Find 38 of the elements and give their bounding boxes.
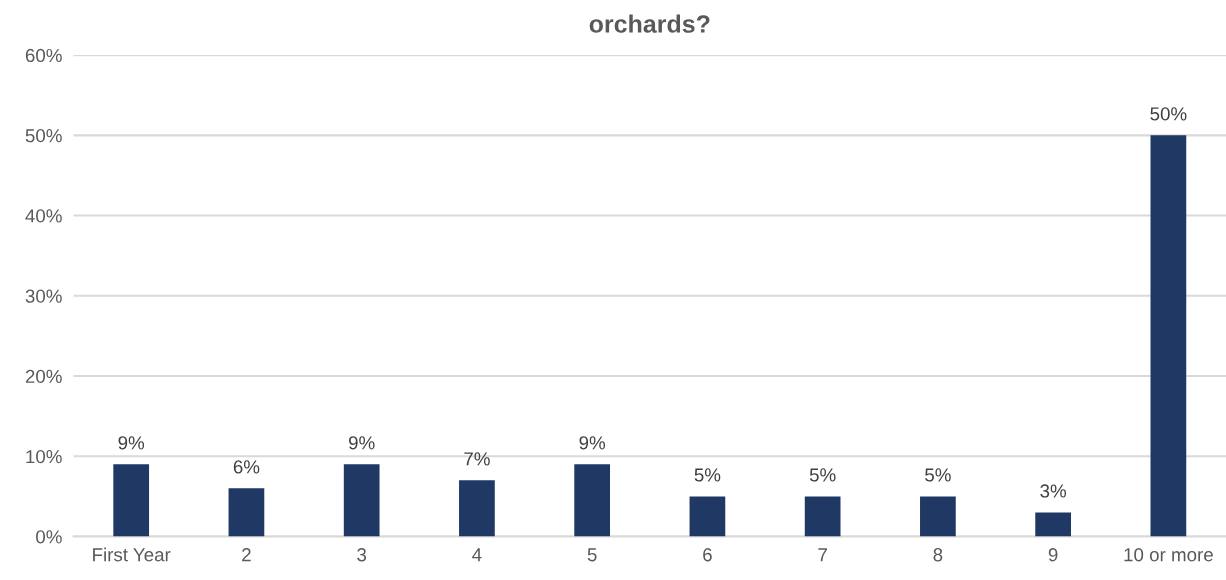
x-tick-label: 2 bbox=[242, 548, 251, 562]
data-label: 50% bbox=[1150, 107, 1187, 121]
bar bbox=[228, 488, 265, 537]
y-tick-label: 30% bbox=[25, 289, 62, 303]
x-tick-label: First Year bbox=[93, 547, 171, 562]
y-tick-label: 50% bbox=[25, 129, 62, 143]
data-label: 3% bbox=[1040, 484, 1067, 498]
data-label: 7% bbox=[464, 452, 490, 466]
data-label: 5% bbox=[925, 468, 951, 482]
x-tick-label: 9 bbox=[1048, 548, 1058, 562]
data-label: 5% bbox=[694, 468, 721, 482]
y-tick-label: 10% bbox=[26, 449, 62, 464]
x-tick-label: 6 bbox=[703, 548, 712, 562]
chart-title: orchards? bbox=[589, 14, 710, 33]
data-label: 6% bbox=[233, 460, 260, 474]
bar bbox=[459, 480, 495, 537]
bar bbox=[1035, 512, 1071, 537]
bar bbox=[920, 496, 956, 537]
x-tick-label: 8 bbox=[933, 548, 943, 562]
x-tick-label: 7 bbox=[818, 548, 827, 562]
data-label: 9% bbox=[349, 436, 375, 450]
bar bbox=[804, 496, 841, 537]
x-tick-label: 5 bbox=[587, 548, 597, 562]
y-tick-label: 0% bbox=[36, 530, 62, 544]
data-label: 9% bbox=[118, 436, 145, 450]
x-tick-label: 10 or more bbox=[1124, 548, 1213, 562]
data-label: 9% bbox=[579, 436, 606, 450]
y-tick-label: 20% bbox=[25, 369, 62, 384]
bar bbox=[689, 496, 726, 537]
x-tick-label: 4 bbox=[472, 548, 482, 562]
data-label: 5% bbox=[809, 468, 836, 482]
bar bbox=[574, 464, 611, 537]
bar bbox=[1150, 135, 1187, 537]
x-tick-label: 3 bbox=[357, 548, 367, 562]
bar bbox=[343, 464, 380, 537]
y-tick-label: 40% bbox=[25, 209, 62, 223]
y-tick-label: 60% bbox=[25, 48, 62, 63]
bar bbox=[113, 464, 150, 537]
